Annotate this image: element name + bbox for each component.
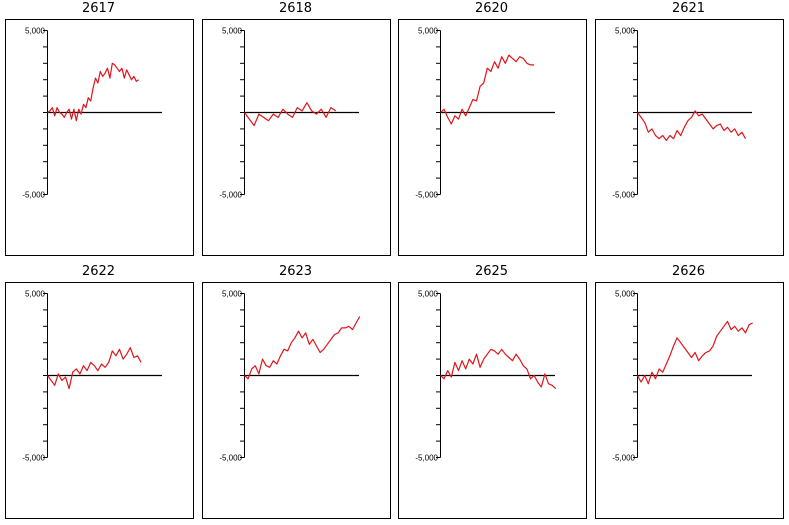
series-line bbox=[636, 320, 753, 385]
chart-panel: 2626 5,000 -5,000 bbox=[590, 263, 787, 525]
series-line bbox=[47, 346, 142, 390]
y-tick-label: -5,000 bbox=[612, 454, 635, 463]
chart-svg: 5,000 -5,000 bbox=[5, 19, 194, 256]
y-tick-label: 5,000 bbox=[418, 27, 439, 36]
panel-title: 2617 bbox=[81, 1, 116, 16]
chart-panel: 2625 5,000 -5,000 bbox=[393, 263, 590, 525]
panel-frame bbox=[202, 282, 391, 519]
series-line bbox=[637, 110, 747, 141]
y-tick-label: 5,000 bbox=[222, 27, 243, 36]
y-tick-label: -5,000 bbox=[219, 191, 242, 200]
y-tick-label: -5,000 bbox=[219, 454, 242, 463]
chart-svg: 5,000 -5,000 bbox=[398, 19, 587, 256]
y-tick-label: 5,000 bbox=[418, 290, 439, 299]
panel-title: 2623 bbox=[278, 264, 313, 279]
panel-title: 2626 bbox=[671, 264, 706, 279]
y-tick-label: -5,000 bbox=[22, 191, 45, 200]
panel-title: 2622 bbox=[81, 264, 116, 279]
chart-svg: 5,000 -5,000 bbox=[202, 19, 391, 256]
chart-panel: 2622 5,000 -5,000 bbox=[0, 263, 197, 525]
series-line bbox=[440, 54, 535, 125]
chart-svg: 5,000 -5,000 bbox=[202, 282, 391, 519]
panel-frame bbox=[595, 19, 784, 256]
panel-title: 2620 bbox=[474, 1, 509, 16]
panel-frame bbox=[398, 282, 587, 519]
chart-svg: 5,000 -5,000 bbox=[595, 19, 784, 256]
panel-frame bbox=[5, 19, 194, 256]
y-tick-label: -5,000 bbox=[22, 454, 45, 463]
chart-panel: 2621 5,000 -5,000 bbox=[590, 0, 787, 262]
chart-panel: 2620 5,000 -5,000 bbox=[393, 0, 590, 262]
y-tick-label: 5,000 bbox=[25, 290, 46, 299]
panel-title: 2625 bbox=[474, 264, 509, 279]
y-tick-label: 5,000 bbox=[25, 27, 46, 36]
panel-frame bbox=[595, 282, 784, 519]
panel-frame bbox=[202, 19, 391, 256]
chart-svg: 5,000 -5,000 bbox=[5, 282, 194, 519]
series-line bbox=[244, 102, 337, 127]
panel-frame bbox=[5, 282, 194, 519]
chart-panel: 2623 5,000 -5,000 bbox=[197, 263, 394, 525]
panel-frame bbox=[398, 19, 587, 256]
series-line bbox=[244, 316, 361, 380]
chart-svg: 5,000 -5,000 bbox=[595, 282, 784, 519]
y-tick-label: -5,000 bbox=[612, 191, 635, 200]
panel-title: 2618 bbox=[278, 1, 313, 16]
series-line bbox=[47, 62, 140, 122]
y-tick-label: 5,000 bbox=[615, 290, 636, 299]
y-tick-label: 5,000 bbox=[222, 290, 243, 299]
y-tick-label: -5,000 bbox=[415, 454, 438, 463]
y-tick-label: -5,000 bbox=[415, 191, 438, 200]
chart-svg: 5,000 -5,000 bbox=[398, 282, 587, 519]
panel-title: 2621 bbox=[671, 1, 706, 16]
chart-panel: 2618 5,000 -5,000 bbox=[197, 0, 394, 262]
y-tick-label: 5,000 bbox=[615, 27, 636, 36]
series-line bbox=[440, 348, 557, 390]
chart-panel: 2617 5,000 -5,000 bbox=[0, 0, 197, 262]
